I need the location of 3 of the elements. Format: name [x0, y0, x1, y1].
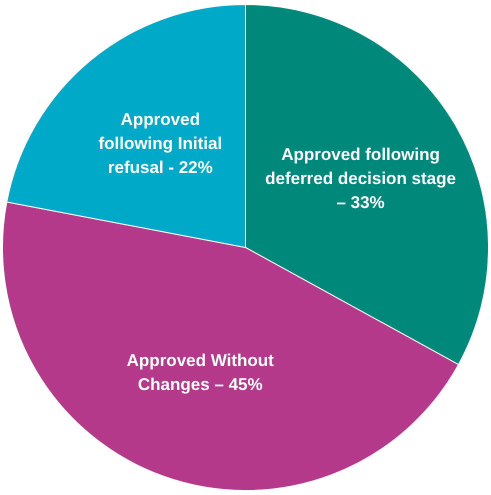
slice-label: Approved Without Changes – 45% — [126, 350, 274, 394]
slice-label: Approved following Initial refusal - 22% — [98, 110, 222, 178]
slice-label: Approved following deferred decision stage – 33% — [265, 145, 456, 212]
